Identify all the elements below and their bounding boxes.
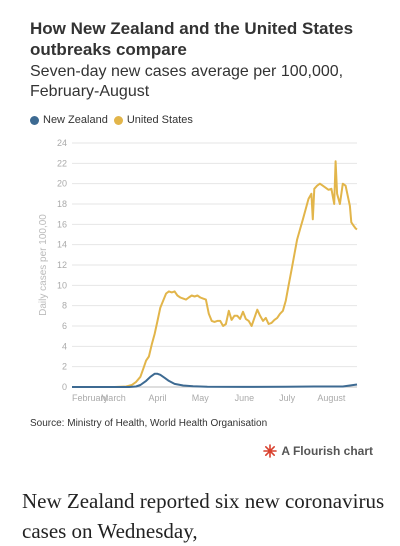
x-tick-label: April xyxy=(148,393,166,403)
source-note: Source: Ministry of Health, World Health… xyxy=(30,418,268,429)
y-tick-label: 8 xyxy=(62,301,67,311)
chart-subtitle: Seven-day new cases average per 100,000,… xyxy=(30,63,344,100)
y-tick-label: 2 xyxy=(62,362,67,372)
legend-label-united-states: United States xyxy=(126,114,193,126)
y-tick-label: 4 xyxy=(62,341,67,351)
new-zealand-line xyxy=(72,372,358,388)
chart-title: How New Zealand and the United States ou… xyxy=(30,19,354,59)
legend-dot-united-states xyxy=(113,115,123,125)
y-tick-label: 20 xyxy=(57,179,67,189)
united-states-line xyxy=(72,160,358,388)
series-lines xyxy=(72,160,358,388)
y-tick-label: 12 xyxy=(57,260,67,270)
y-tick-label: 22 xyxy=(57,158,67,168)
y-tick-label: 0 xyxy=(62,382,67,392)
legend-dot-new-zealand xyxy=(30,115,39,125)
y-tick-label: 24 xyxy=(57,138,67,148)
x-tick-label: July xyxy=(279,393,296,403)
y-tick-label: 16 xyxy=(57,219,67,229)
legend-item-united-states[interactable]: United States xyxy=(113,114,193,126)
y-axis-label: Daily cases per 100,00 xyxy=(38,214,49,316)
grid xyxy=(72,142,357,388)
y-tick-label: 14 xyxy=(57,240,67,250)
x-tick-label: February xyxy=(72,393,109,403)
y-tick-label: 10 xyxy=(57,280,67,290)
flourish-icon xyxy=(263,444,278,458)
y-tick-label: 18 xyxy=(57,199,67,209)
legend-label-new-zealand: New Zealand xyxy=(43,114,108,126)
article-text: New Zealand reported six new coronavirus… xyxy=(22,489,385,543)
x-tick-label: August xyxy=(317,393,346,403)
legend: New Zealand United States xyxy=(30,112,199,128)
y-tick-label: 6 xyxy=(62,321,67,331)
flourish-label: A Flourish chart xyxy=(281,444,373,458)
x-tick-label: June xyxy=(235,393,255,403)
flourish-credit[interactable]: A Flourish chart xyxy=(263,444,373,458)
x-tick-label: March xyxy=(101,393,126,403)
x-tick-label: May xyxy=(192,393,210,403)
legend-item-new-zealand[interactable]: New Zealand xyxy=(30,114,108,126)
